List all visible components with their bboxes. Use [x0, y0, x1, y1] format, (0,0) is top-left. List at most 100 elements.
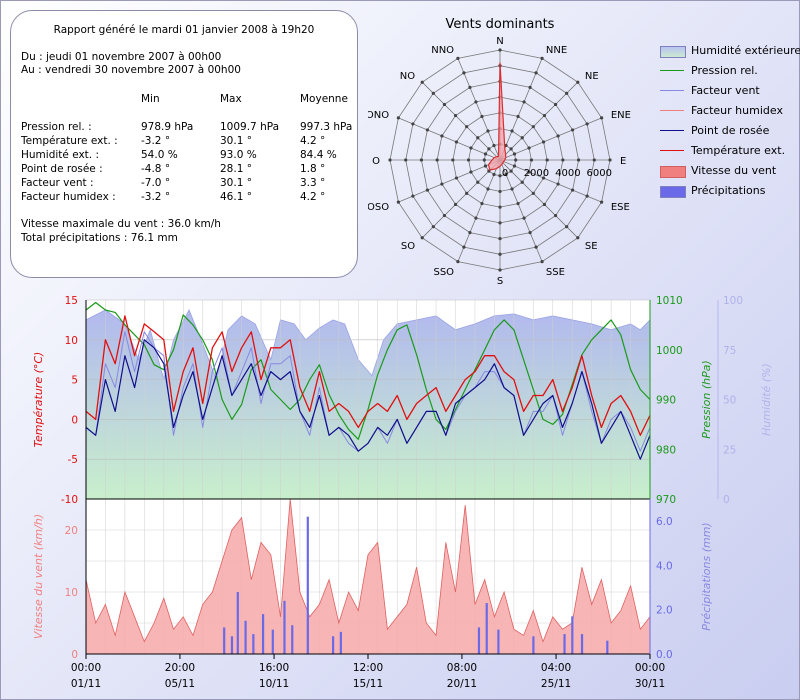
- rose-dot: [531, 125, 535, 129]
- rose-direction-label: NO: [400, 71, 415, 82]
- rose-dot: [528, 230, 532, 235]
- rain-bar: [571, 616, 574, 654]
- rose-dot: [570, 128, 575, 132]
- rose-dot: [462, 245, 466, 249]
- rose-radial-tick: 6000: [587, 168, 612, 179]
- legend-label-temperature: Température ext.: [691, 144, 786, 157]
- rose-dot: [527, 146, 531, 150]
- tick-pressure: 970: [656, 494, 676, 506]
- dewpoint-line: [85, 339, 651, 460]
- stat-avg: 3.3 °: [300, 177, 326, 189]
- rose-dot: [608, 158, 612, 162]
- legend-swatch-pressure: [660, 70, 684, 71]
- stat-max: 46.1 °: [220, 191, 252, 203]
- rain-bar: [563, 634, 566, 654]
- rose-dot: [435, 158, 439, 162]
- rose-spoke: [421, 159, 501, 239]
- rose-data-area: [487, 62, 507, 171]
- rose-dot: [576, 158, 581, 162]
- report-to: Au : vendredi 30 novembre 2007 à 00h00: [21, 64, 241, 76]
- rain-bar: [291, 625, 294, 654]
- rose-dot: [431, 91, 435, 95]
- rose-dot: [476, 136, 480, 140]
- stat-label: Point de rosée :: [21, 163, 103, 175]
- rose-dot: [420, 236, 424, 240]
- max-wind: Vitesse maximale du vent : 36.0 km/h: [21, 218, 221, 230]
- rose-dot: [492, 172, 496, 177]
- rose-direction-label: ENE: [611, 110, 631, 121]
- stat-label: Facteur vent :: [21, 177, 94, 189]
- rose-dot: [480, 201, 484, 206]
- tick-rain: 4.0: [656, 560, 673, 572]
- rose-dot: [404, 158, 408, 162]
- ylabel-rain: Précipitations (mm): [700, 522, 713, 630]
- stat-min: -7.0 °: [141, 177, 171, 189]
- tick-humidity: 50: [723, 395, 736, 407]
- tick-temperature: 10: [65, 335, 78, 347]
- rose-direction-label: SSO: [433, 267, 454, 278]
- stat-label: Facteur humidex :: [21, 191, 116, 203]
- rose-dot: [498, 268, 502, 272]
- wind-area: [85, 498, 651, 655]
- rose-dot: [498, 252, 502, 256]
- tick-humidity: 100: [723, 295, 743, 307]
- stat-avg: 4.2 °: [300, 135, 326, 147]
- tick-date: 20/11: [447, 678, 477, 690]
- rose-dot: [553, 213, 558, 218]
- rose-direction-label: NNO: [431, 45, 454, 56]
- time-series-chart: -10-505101597098099010001010025507510001…: [32, 295, 773, 690]
- stat-avg: 4.2 °: [300, 191, 326, 203]
- stat-avg: 1.8 °: [300, 163, 326, 175]
- tick-pressure: 980: [656, 444, 676, 456]
- ylabel-wind: Vitesse du vent (km/h): [32, 514, 45, 639]
- rose-dot: [388, 158, 392, 162]
- wind-rose: N NNE NE ENE E ESE SE SSE S SSO SO OSO O ONO NO NNO 0 200…: [368, 36, 631, 287]
- rose-dot: [486, 187, 490, 191]
- rose-spoke: [398, 159, 501, 203]
- legend-swatch-humidity: [660, 46, 686, 58]
- rose-dot: [453, 113, 458, 118]
- rose-dot: [509, 169, 513, 173]
- rose-dot: [585, 122, 589, 126]
- rose-dot: [516, 114, 520, 119]
- rose-title: Vents dominants: [445, 17, 555, 32]
- rose-direction-label: SO: [401, 241, 415, 252]
- rose-dot: [442, 102, 447, 107]
- legend-label-rain: Précipitations: [691, 184, 766, 197]
- report-panel: Rapport généré le mardi 01 janvier 2008 …: [10, 10, 358, 278]
- total-rain: Total précipitations : 76.1 mm: [21, 232, 178, 244]
- rose-dot: [456, 56, 460, 60]
- rose-direction-label: SE: [585, 241, 598, 252]
- temperature-line: [85, 315, 651, 436]
- rose-dot: [465, 125, 469, 129]
- stat-max: 1009.7 hPa: [220, 121, 280, 133]
- report-title: Rapport généré le mardi 01 janvier 2008 …: [53, 24, 315, 36]
- rose-dot: [474, 100, 478, 104]
- tick-date: 30/11: [635, 678, 665, 690]
- rose-direction-label: SSE: [546, 267, 565, 278]
- rose-spoke: [499, 159, 579, 239]
- rose-dot: [556, 134, 560, 138]
- rain-bar: [271, 629, 274, 654]
- rose-spoke: [499, 159, 543, 262]
- rose-dot: [498, 236, 502, 241]
- rose-dot: [527, 170, 531, 174]
- rose-dot: [504, 172, 508, 177]
- rose-dot: [453, 202, 458, 207]
- rose-dot: [462, 71, 466, 75]
- rose-dot: [512, 152, 517, 156]
- rain-bar: [236, 592, 239, 654]
- legend-swatch-windchill: [660, 90, 684, 91]
- header-max: Max: [220, 93, 242, 105]
- rain-bar: [477, 627, 481, 654]
- header-min: Min: [141, 93, 160, 105]
- rose-dot: [487, 147, 491, 151]
- rose-dot: [509, 147, 513, 151]
- report-from: Du : jeudi 01 novembre 2007 à 00h00: [21, 51, 222, 63]
- rose-dot: [451, 158, 455, 162]
- legend-label-dewpoint: Point de rosée: [691, 124, 770, 137]
- rose-dot: [529, 158, 534, 162]
- rose-dot: [454, 140, 459, 144]
- rose-dot: [542, 113, 547, 118]
- rose-direction-label: NE: [585, 71, 599, 82]
